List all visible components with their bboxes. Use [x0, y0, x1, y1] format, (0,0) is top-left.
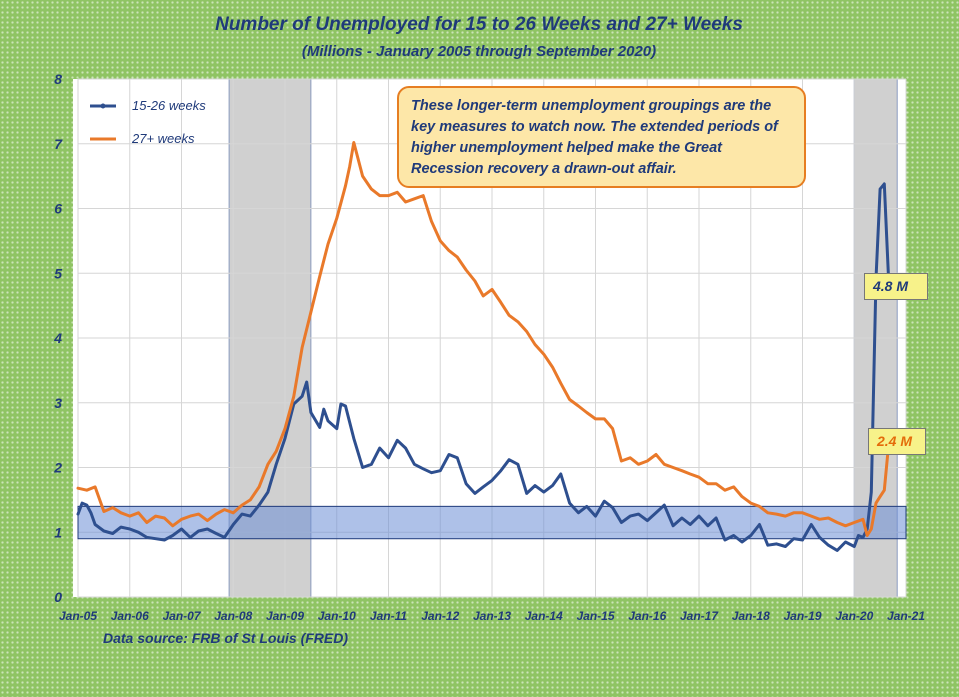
series-line-27plus-weeks — [76, 141, 891, 537]
x-tick-label-6: Jan-11 — [370, 609, 407, 623]
x-tick-label-13: Jan-18 — [732, 609, 770, 623]
x-tick-label-16: Jan-21 — [887, 609, 925, 623]
data-source: Data source: FRB of St Louis (FRED) — [103, 630, 349, 646]
y-axis-ticks: 0 1 2 3 4 5 6 7 8 — [53, 71, 63, 605]
value-label-27plus: 2.4 M — [868, 428, 926, 455]
value-label-15-26: 4.8 M — [864, 273, 928, 300]
highlight-band — [77, 505, 907, 540]
y-tick-label-1: 1 — [54, 524, 62, 540]
y-tick-label-6: 6 — [54, 201, 62, 217]
x-axis-ticks: Jan-05 Jan-06 Jan-07 Jan-08 Jan-09 Jan-10 Jan-… — [59, 609, 925, 623]
y-tick-label-5: 5 — [54, 265, 62, 281]
x-tick-label-8: Jan-13 — [473, 609, 511, 623]
x-tick-label-5: Jan-10 — [318, 609, 356, 623]
series-lines — [76, 141, 891, 552]
legend-label-27plus: 27+ weeks — [131, 131, 195, 146]
x-tick-label-9: Jan-14 — [525, 609, 563, 623]
highlight-band-layer — [77, 505, 907, 540]
chart-subtitle: (Millions - January 2005 through Septemb… — [302, 43, 656, 60]
series-line-15-26-weeks — [76, 182, 891, 552]
x-tick-label-0: Jan-05 — [59, 609, 97, 623]
x-tick-label-1: Jan-06 — [111, 609, 149, 623]
chart-title: Number of Unemployed for 15 to 26 Weeks … — [215, 14, 743, 35]
y-tick-label-7: 7 — [54, 136, 63, 152]
x-tick-label-15: Jan-20 — [835, 609, 873, 623]
x-tick-label-14: Jan-19 — [783, 609, 821, 623]
y-tick-label-4: 4 — [53, 330, 62, 346]
legend-label-15-26: 15-26 weeks — [132, 98, 206, 113]
y-tick-label-2: 2 — [53, 460, 62, 476]
x-tick-label-3: Jan-08 — [214, 609, 252, 623]
x-tick-label-4: Jan-09 — [266, 609, 304, 623]
x-tick-label-12: Jan-17 — [680, 609, 719, 623]
y-tick-label-0: 0 — [54, 589, 62, 605]
x-tick-label-11: Jan-16 — [628, 609, 666, 623]
annotation-callout: These longer-term unemployment groupings… — [397, 86, 806, 188]
y-tick-label-8: 8 — [54, 71, 62, 87]
legend: 15-26 weeks 27+ weeks — [90, 98, 206, 146]
x-tick-label-10: Jan-15 — [576, 609, 614, 623]
legend-marker-15-26 — [100, 103, 106, 109]
y-tick-label-3: 3 — [54, 395, 62, 411]
x-tick-label-2: Jan-07 — [162, 609, 201, 623]
x-tick-label-7: Jan-12 — [421, 609, 459, 623]
